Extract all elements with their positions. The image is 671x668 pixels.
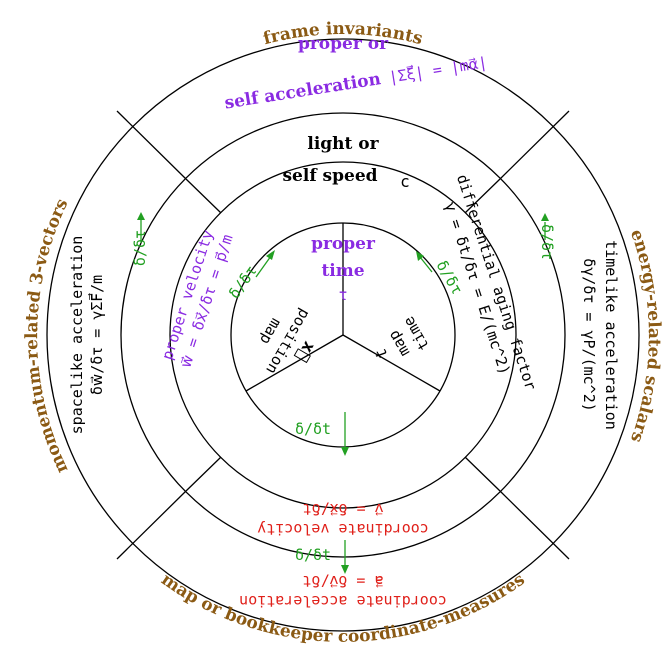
- ring2-divider-tl: [185, 178, 222, 214]
- ring3-divider-tl: [116, 110, 187, 180]
- arrowhead-dtau-inner-left: [266, 250, 275, 260]
- arrow-dtau-inner-right: [419, 256, 433, 273]
- coordinate-velocity-group: coordinate velocity v⃗ = δx⃗/δt: [257, 500, 429, 538]
- coordinate-acceleration-group: coordinate acceleration a⃗ = δv⃗/δt: [239, 572, 447, 610]
- light-speed-c: c: [400, 172, 410, 191]
- proper-acceleration-line1: proper or: [298, 34, 389, 54]
- coordinate-acceleration-line1: coordinate acceleration: [239, 592, 447, 610]
- map-time-group: t map time: [371, 313, 434, 363]
- proper-acceleration-group: self acceleration |Σξ⃗| = |mα⃗|: [223, 52, 488, 113]
- spacelike-acceleration-line1: spacelike acceleration: [68, 236, 86, 435]
- proper-velocity-group: proper velocity w⃗ = δx⃗/δτ = p⃗/m: [158, 228, 237, 370]
- ring3-divider-br: [499, 490, 570, 560]
- proper-time-tau: τ: [338, 286, 347, 304]
- light-speed-line1: light or: [307, 134, 379, 154]
- ring2-divider-br: [464, 456, 501, 492]
- ring3-divider-tr: [499, 110, 570, 180]
- op-dtau-outer-left: δ/δτ: [131, 230, 149, 266]
- proper-time-line2: time: [321, 261, 364, 281]
- op-dtau-outer-right: δ/δτ: [538, 224, 556, 260]
- arrowhead-dtau-inner-right: [416, 251, 424, 261]
- ring2-divider-tr: [464, 178, 501, 214]
- proper-acceleration-formula: |Σξ⃗| = |mα⃗|: [387, 52, 488, 86]
- ring3-divider-bl: [116, 490, 187, 560]
- op-dtau-inner-left: δ/δτ: [225, 262, 260, 302]
- arrowhead-dtau-outer-right: [541, 213, 549, 221]
- arrowhead-dt-inner: [341, 447, 349, 456]
- spacelike-acceleration-formula: δw⃗/δτ = γΣF⃗/m: [87, 275, 106, 395]
- light-speed-line2: self speed: [282, 166, 377, 186]
- label-energy-related-scalars: energy-related scalars: [626, 227, 664, 445]
- timelike-acceleration-group: timelike acceleration δγ/δτ = γP/(mc^2): [580, 240, 620, 430]
- center-spoke-left: [245, 334, 344, 392]
- map-time-t-symbol: t: [371, 345, 392, 363]
- arrowhead-dt-outer: [341, 565, 349, 574]
- ring2-divider-bl: [185, 456, 222, 492]
- coordinate-acceleration-formula: a⃗ = δv⃗/δt: [302, 572, 383, 590]
- coordinate-velocity-formula: v⃗ = δx⃗/δt: [303, 500, 384, 518]
- position-map-group: x⃗ position map: [256, 306, 319, 378]
- spacelike-acceleration-group: spacelike acceleration δw⃗/δτ = γΣF⃗/m: [68, 236, 106, 435]
- outer-ring: [46, 38, 640, 632]
- arrowhead-dtau-outer-left: [137, 212, 145, 220]
- op-dt-inner: δ/δt: [295, 420, 331, 438]
- middle-ring: [120, 112, 566, 558]
- coordinate-velocity-line1: coordinate velocity: [257, 520, 429, 538]
- timelike-acceleration-formula: δγ/δτ = γP/(mc^2): [580, 258, 598, 412]
- op-dt-outer: δ/δt: [295, 546, 331, 564]
- inner-ring: [169, 161, 517, 509]
- center-spoke-right: [342, 334, 441, 392]
- arrow-dtau-inner-left: [255, 255, 272, 278]
- timelike-acceleration-line1: timelike acceleration: [602, 240, 620, 430]
- proper-acceleration-line2: self acceleration: [223, 69, 382, 113]
- proper-time-line1: proper: [311, 234, 376, 254]
